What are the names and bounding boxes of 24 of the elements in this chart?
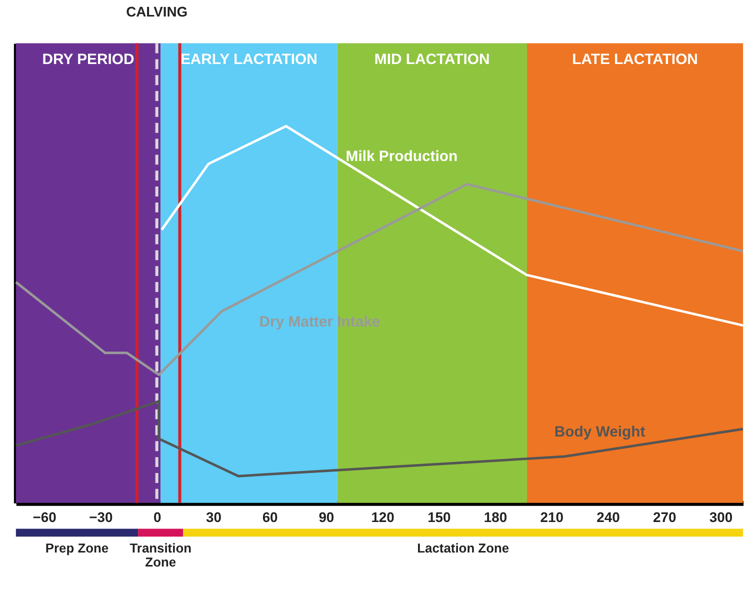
x-tick-label: 180 [484, 509, 508, 526]
x-tick-label: 300 [709, 509, 733, 526]
band-label: DRY PERIOD [42, 51, 134, 68]
x-tick-label: 60 [262, 509, 278, 526]
x-tick-label: −30 [89, 509, 114, 526]
x-tick-label: 240 [596, 509, 620, 526]
x-tick-label: 120 [371, 509, 395, 526]
series-label: Body Weight [554, 424, 646, 441]
x-tick-label: 150 [428, 509, 452, 526]
series-label: Lactation Zone [417, 540, 510, 556]
x-tick-label: 210 [540, 509, 564, 526]
series-label: Dry Matter Intake [259, 313, 380, 330]
x-tick-label: −60 [32, 509, 57, 526]
band-label: LATE LACTATION [572, 51, 698, 68]
ref-line-label: CALVING [126, 3, 188, 20]
series-label: Prep Zone [45, 540, 109, 556]
band-label: MID LACTATION [374, 51, 490, 68]
x-tick-label: 30 [206, 509, 222, 526]
x-tick-label: 90 [318, 509, 334, 526]
series-label: Transition Zone [130, 540, 192, 570]
series-label: Milk Production [346, 148, 458, 165]
x-tick-label: 270 [653, 509, 676, 526]
x-tick-label: 0 [153, 509, 162, 526]
band-label: EARLY LACTATION [180, 51, 318, 68]
